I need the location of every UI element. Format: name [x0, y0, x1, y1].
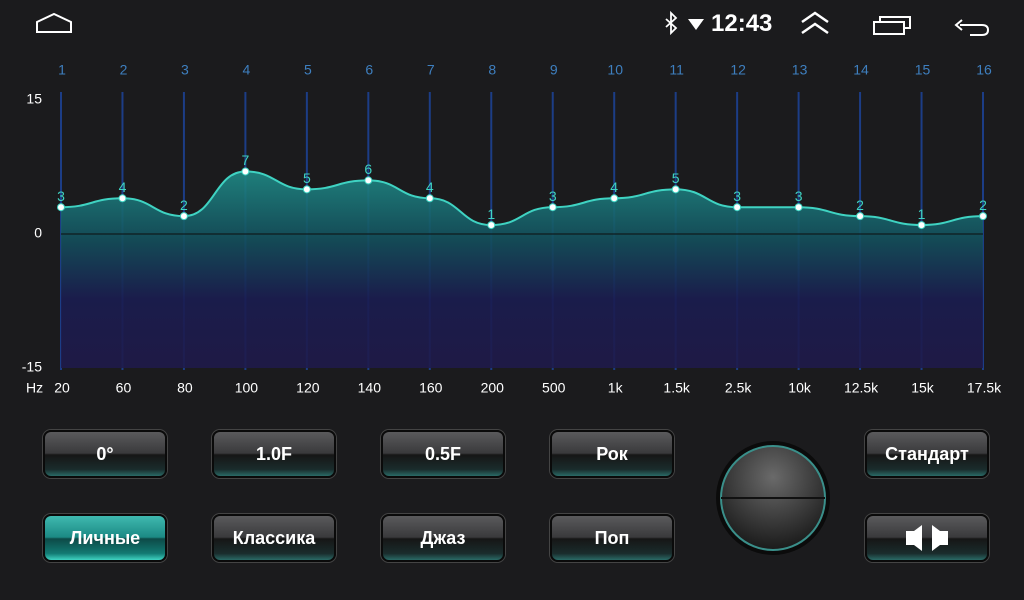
- value-label: 2: [979, 197, 987, 213]
- band-number: 1: [58, 62, 66, 78]
- value-label: 3: [549, 188, 557, 204]
- y-tick-label: 15: [26, 91, 42, 107]
- recents-icon[interactable]: [873, 16, 911, 35]
- value-label: 5: [303, 170, 311, 186]
- value-label: 3: [795, 188, 803, 204]
- band-number: 10: [607, 62, 623, 78]
- speaker-icon: [906, 525, 948, 551]
- button[interactable]: 1.0F: [212, 430, 336, 478]
- band-number: 15: [915, 62, 931, 78]
- x-tick-label: 20: [54, 380, 70, 396]
- value-label: 7: [242, 152, 250, 168]
- band-number: 5: [304, 62, 312, 78]
- eq-point: [917, 221, 926, 230]
- eq-point: [794, 203, 803, 212]
- band-number: 6: [365, 62, 373, 78]
- x-tick-label: 500: [542, 380, 566, 396]
- band-number: 12: [730, 62, 746, 78]
- band-number: 7: [427, 62, 435, 78]
- band-number: 9: [550, 62, 558, 78]
- wifi-icon: [688, 19, 704, 30]
- eq-point: [425, 194, 434, 203]
- eq-point: [610, 194, 619, 203]
- button[interactable]: 0°: [43, 430, 167, 478]
- home-icon[interactable]: [36, 12, 72, 33]
- clock: 12:43: [711, 10, 773, 37]
- x-tick-label: 100: [235, 380, 259, 396]
- value-label: 2: [856, 197, 864, 213]
- band-number: 4: [243, 62, 251, 78]
- band-number: 16: [976, 62, 992, 78]
- y-tick-label: 0: [34, 225, 42, 241]
- y-tick-label: -15: [22, 359, 42, 375]
- collapse-icon[interactable]: [801, 11, 829, 35]
- x-tick-label: 140: [358, 380, 382, 396]
- eq-point: [671, 185, 680, 194]
- eq-point: [118, 194, 127, 203]
- value-label: 3: [733, 188, 741, 204]
- back-icon[interactable]: [954, 19, 990, 36]
- eq-point: [57, 203, 65, 212]
- button[interactable]: 0.5F: [381, 430, 505, 478]
- bluetooth-icon: [665, 10, 678, 36]
- eq-area: [61, 171, 983, 368]
- eq-point: [302, 185, 311, 194]
- button[interactable]: Рок: [550, 430, 674, 478]
- value-label: 2: [180, 197, 188, 213]
- value-label: 1: [487, 206, 495, 222]
- x-tick-label: 1.5k: [663, 380, 690, 396]
- value-label: 4: [426, 179, 434, 195]
- x-tick-label: 10k: [788, 380, 812, 396]
- value-label: 1: [918, 206, 926, 222]
- button[interactable]: Стандарт: [865, 430, 989, 478]
- button[interactable]: Поп: [550, 514, 674, 562]
- speaker-button[interactable]: [865, 514, 989, 562]
- value-label: 4: [119, 179, 127, 195]
- button[interactable]: Джаз: [381, 514, 505, 562]
- band-number: 14: [853, 62, 869, 78]
- x-tick-label: 15k: [911, 380, 935, 396]
- eq-point: [733, 203, 742, 212]
- eq-line: [60, 170, 984, 227]
- x-tick-label: 2.5k: [725, 380, 752, 396]
- x-tick-label: 60: [116, 380, 132, 396]
- eq-point: [548, 203, 557, 212]
- eq-point: [979, 212, 987, 221]
- x-tick-label: 200: [481, 380, 505, 396]
- eq-point: [241, 167, 250, 176]
- value-label: 5: [672, 170, 680, 186]
- x-tick-label: 160: [419, 380, 443, 396]
- eq-point: [179, 212, 188, 221]
- band-number: 8: [488, 62, 496, 78]
- eq-point: [856, 212, 865, 221]
- band-number: 11: [669, 62, 684, 78]
- button[interactable]: Классика: [212, 514, 336, 562]
- band-number: 2: [120, 62, 128, 78]
- value-label: 6: [364, 161, 372, 177]
- x-tick-label: 12.5k: [844, 380, 879, 396]
- x-tick-label: 1k: [608, 380, 624, 396]
- button[interactable]: Личные: [43, 514, 167, 562]
- band-number: 13: [792, 62, 808, 78]
- eq-point: [487, 221, 496, 230]
- x-tick-label: 80: [177, 380, 193, 396]
- x-axis-label: Hz: [26, 380, 43, 396]
- x-tick-label: 120: [296, 380, 320, 396]
- band-number: 3: [181, 62, 189, 78]
- x-tick-label: 17.5k: [967, 380, 1002, 396]
- eq-point: [364, 176, 373, 185]
- value-label: 4: [610, 179, 618, 195]
- value-label: 3: [57, 188, 65, 204]
